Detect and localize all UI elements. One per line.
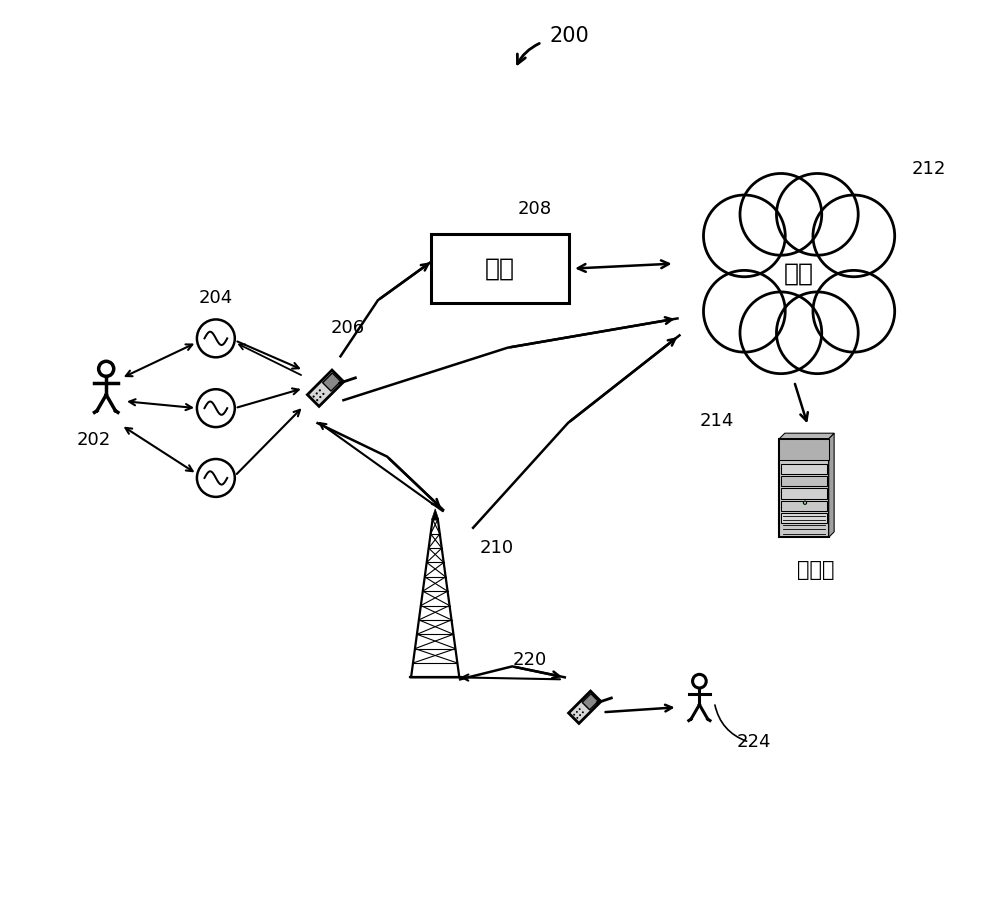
Circle shape (576, 717, 578, 719)
Circle shape (197, 390, 235, 427)
Circle shape (579, 714, 581, 716)
Text: 210: 210 (480, 539, 514, 557)
Circle shape (319, 390, 321, 391)
Ellipse shape (720, 214, 878, 333)
Circle shape (582, 712, 584, 713)
Polygon shape (829, 433, 834, 537)
Circle shape (322, 393, 325, 395)
Text: 网络: 网络 (784, 261, 814, 285)
Circle shape (197, 459, 235, 497)
Circle shape (803, 501, 807, 504)
Text: 224: 224 (737, 733, 771, 751)
FancyBboxPatch shape (781, 476, 827, 486)
Circle shape (573, 713, 575, 715)
Circle shape (703, 270, 785, 352)
Text: 206: 206 (330, 319, 365, 338)
Circle shape (316, 399, 318, 402)
Circle shape (576, 711, 578, 713)
Polygon shape (323, 373, 341, 391)
Circle shape (319, 396, 321, 398)
FancyBboxPatch shape (781, 464, 827, 473)
Text: 208: 208 (518, 199, 552, 218)
Polygon shape (582, 694, 598, 710)
FancyBboxPatch shape (781, 501, 827, 510)
Polygon shape (779, 433, 834, 438)
Circle shape (579, 708, 581, 710)
Circle shape (197, 319, 235, 357)
Circle shape (703, 195, 785, 277)
Circle shape (776, 174, 858, 256)
Circle shape (776, 292, 858, 374)
Text: 220: 220 (513, 652, 547, 669)
Circle shape (313, 395, 315, 398)
FancyBboxPatch shape (779, 438, 829, 461)
Text: 200: 200 (550, 26, 590, 46)
Circle shape (813, 195, 895, 277)
FancyBboxPatch shape (781, 513, 827, 523)
Text: 204: 204 (199, 290, 233, 307)
FancyBboxPatch shape (781, 488, 827, 498)
Polygon shape (432, 509, 439, 520)
Polygon shape (569, 691, 601, 724)
Circle shape (740, 292, 822, 374)
Text: 214: 214 (699, 412, 734, 430)
Circle shape (316, 392, 318, 394)
Text: 服务器: 服务器 (797, 559, 835, 580)
Circle shape (813, 270, 895, 352)
Polygon shape (307, 370, 344, 406)
Text: 网关: 网关 (485, 257, 515, 281)
FancyBboxPatch shape (779, 438, 829, 537)
Polygon shape (411, 520, 459, 677)
Circle shape (740, 174, 822, 256)
FancyBboxPatch shape (431, 234, 569, 303)
Text: 202: 202 (77, 431, 111, 450)
Text: 212: 212 (912, 160, 946, 178)
